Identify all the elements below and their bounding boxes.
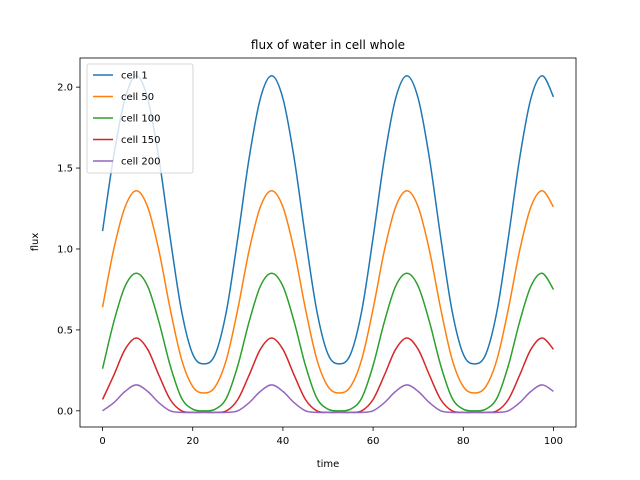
legend-label: cell 50 (121, 92, 154, 103)
y-axis-label: flux (30, 233, 41, 252)
series-line-5 (102, 384, 554, 414)
x-tick-label: 60 (367, 436, 380, 447)
legend-box (86, 63, 194, 174)
x-axis: 0 20 40 60 80 100 (99, 427, 563, 447)
series-layer (101, 75, 555, 414)
legend-label: cell 1 (121, 71, 148, 82)
series-line-2 (101, 189, 555, 394)
x-tick-label: 40 (277, 436, 290, 447)
x-tick-label: 100 (544, 436, 563, 447)
legend-label: cell 150 (121, 135, 160, 146)
y-axis: 0.0 0.5 1.0 1.5 2.0 (57, 83, 80, 417)
x-tick-label: 0 (99, 436, 105, 447)
x-tick-label: 20 (186, 436, 199, 447)
y-tick-label: 2.0 (57, 83, 73, 94)
y-tick-label: 1.0 (57, 244, 73, 255)
y-tick-label: 0.0 (57, 406, 73, 417)
chart-title: flux of water in cell whole (251, 38, 405, 52)
x-tick-label: 80 (457, 436, 470, 447)
legend-label: cell 100 (121, 114, 160, 125)
x-axis-label: time (317, 459, 340, 470)
y-tick-label: 1.5 (57, 164, 73, 175)
series-line-3 (101, 272, 555, 412)
y-tick-label: 0.5 (57, 325, 73, 336)
series-line-1 (101, 75, 555, 365)
legend: cell 1 cell 50 cell 100 cell 150 cell 200 (86, 63, 194, 174)
legend-entries: cell 1 cell 50 cell 100 cell 150 cell 200 (93, 71, 160, 168)
legend-label: cell 200 (121, 157, 160, 168)
